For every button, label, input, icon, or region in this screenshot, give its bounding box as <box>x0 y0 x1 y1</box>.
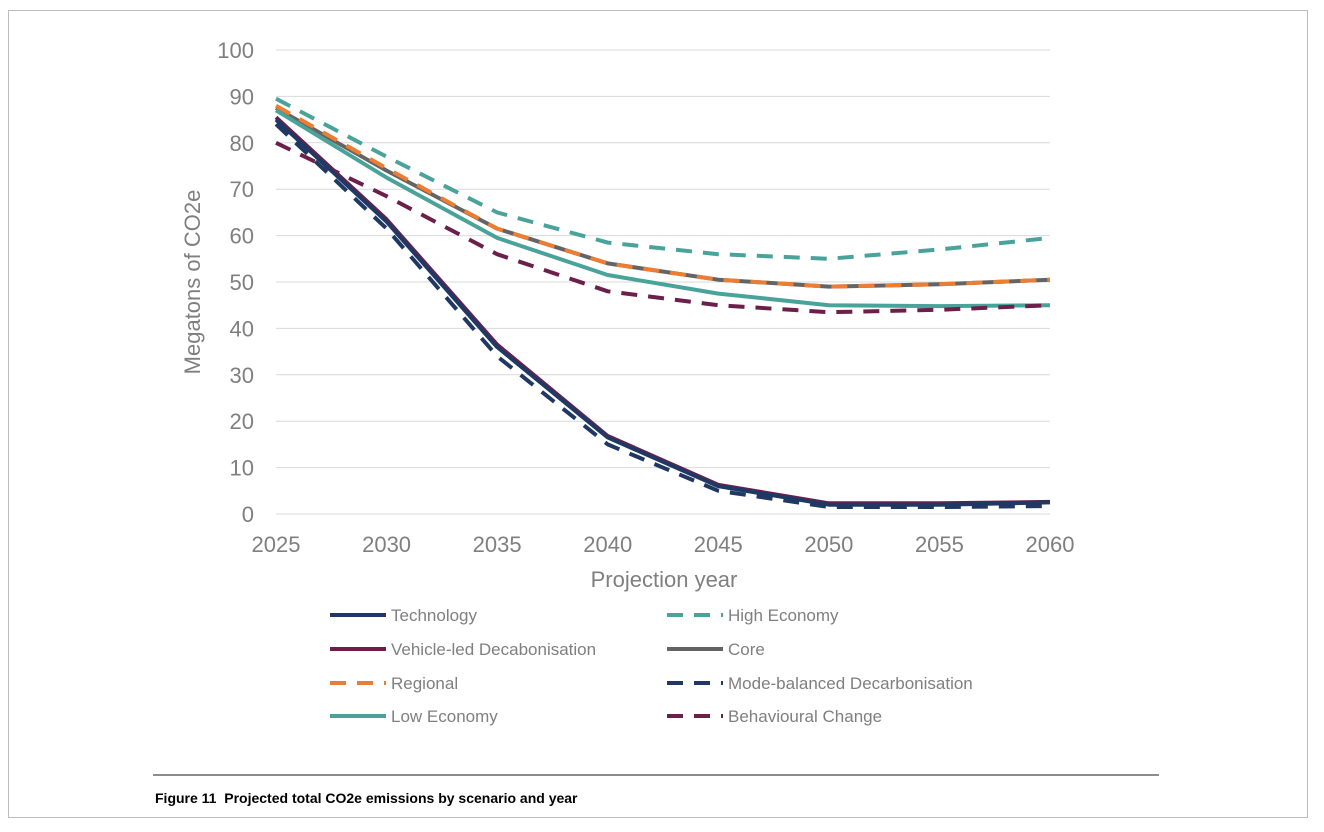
y-tick-label: 0 <box>242 502 254 527</box>
series-line-technology <box>274 118 1051 507</box>
y-tick-label: 50 <box>230 270 254 295</box>
y-tick-label: 60 <box>230 224 254 249</box>
x-axis-label: Projection year <box>591 567 738 592</box>
x-tick-label: 2060 <box>1026 532 1075 557</box>
series-lines <box>274 96 1051 509</box>
figure-frame <box>8 10 1308 818</box>
legend-label: Behavioural Change <box>728 707 882 726</box>
series-line-behavioural-change <box>275 140 1051 315</box>
x-tick-label: 2035 <box>473 532 522 557</box>
y-tick-label: 10 <box>230 456 254 481</box>
series-line-low-economy <box>274 108 1051 309</box>
y-axis-label: Megatons of CO2e <box>180 190 205 375</box>
y-tick-label: 20 <box>230 409 254 434</box>
y-tick-label: 40 <box>230 316 254 341</box>
y-tick-label: 70 <box>230 177 254 202</box>
caption-rule <box>153 774 1159 776</box>
x-tick-label: 2055 <box>915 532 964 557</box>
series-line-regional <box>275 103 1051 289</box>
legend-label: Low Economy <box>391 707 498 726</box>
legend-label: Technology <box>391 606 478 625</box>
x-tick-label: 2025 <box>252 532 301 557</box>
legend-label: Core <box>728 640 765 659</box>
legend: Technology High Economy Vehicle-led Decabo… <box>330 606 973 726</box>
x-tick-label: 2045 <box>694 532 743 557</box>
y-axis-ticks: 0 10 20 30 40 50 60 70 80 90 100 <box>217 38 254 527</box>
y-tick-label: 30 <box>230 363 254 388</box>
x-tick-label: 2040 <box>583 532 632 557</box>
y-tick-label: 100 <box>217 38 254 63</box>
series-line-core <box>275 106 1051 289</box>
series-line-high-economy <box>275 96 1051 261</box>
y-tick-label: 80 <box>230 131 254 156</box>
y-tick-label: 90 <box>230 84 254 109</box>
legend-label: Mode-balanced Decarbonisation <box>728 674 973 693</box>
series-line-mode-balanced-decarbonisation <box>274 122 1051 509</box>
x-axis-ticks: 2025 2030 2035 2040 2045 2050 2055 2060 <box>252 532 1075 557</box>
gridlines <box>276 49 1050 515</box>
figure-caption: Figure 11 Projected total CO2e emissions… <box>155 790 578 806</box>
legend-label: Vehicle-led Decabonisation <box>391 640 596 659</box>
legend-label: Regional <box>391 674 458 693</box>
legend-label: High Economy <box>728 606 839 625</box>
x-tick-label: 2050 <box>804 532 853 557</box>
x-tick-label: 2030 <box>362 532 411 557</box>
